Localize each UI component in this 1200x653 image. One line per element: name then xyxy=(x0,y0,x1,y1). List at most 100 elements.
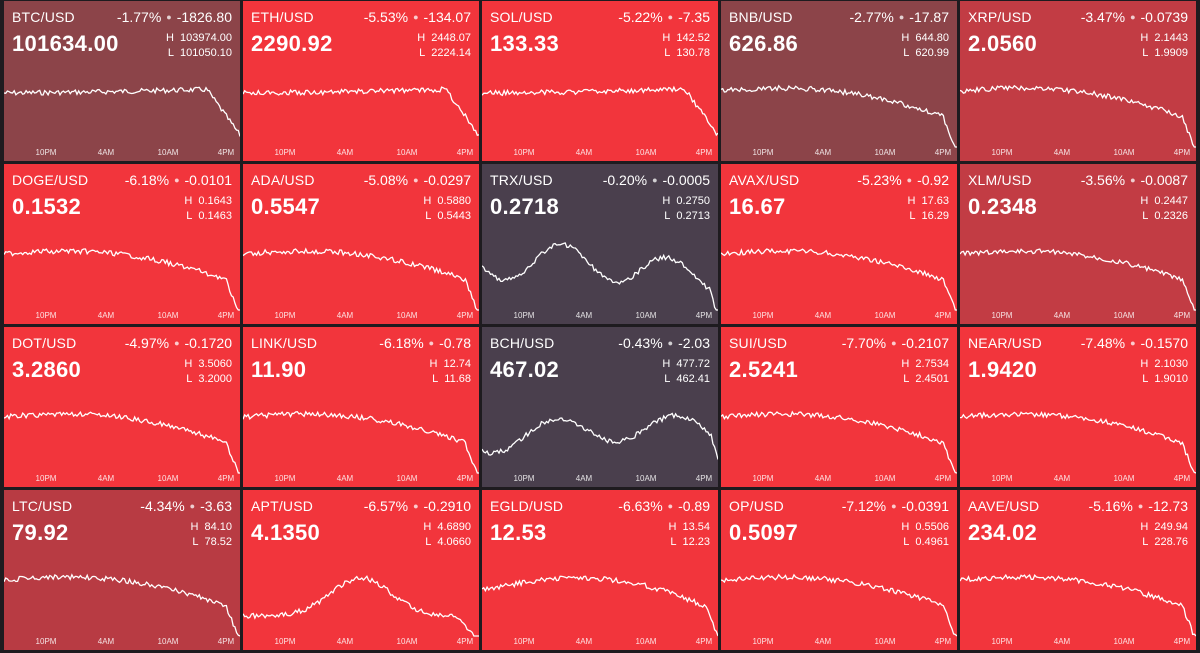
high-low-box: H 644.80 L 620.99 xyxy=(901,31,949,61)
sparkline xyxy=(721,247,957,311)
ticker-change: -5.08% ● -0.0297 xyxy=(364,172,471,188)
sparkline xyxy=(960,573,1196,637)
absolute-change: -0.0297 xyxy=(423,172,471,188)
separator-dot-icon: ● xyxy=(667,338,674,348)
ticker-change: -0.43% ● -2.03 xyxy=(618,335,710,351)
percent-change: -5.16% xyxy=(1088,498,1133,514)
time-label: 4AM xyxy=(1053,311,1071,320)
high-low-box: H 477.72 L 462.41 xyxy=(662,357,710,387)
absolute-change: -0.0087 xyxy=(1140,172,1188,188)
high-value-row: H 477.72 xyxy=(662,357,710,372)
high-value: 4.6890 xyxy=(437,521,471,533)
ticker-tile-bnb[interactable]: BNB/USD -2.77% ● -17.87 626.86 H 644.80 L 62… xyxy=(721,1,957,161)
last-price: 4.1350 xyxy=(251,520,321,545)
sparkline-path xyxy=(243,86,479,136)
ticker-tile-link[interactable]: LINK/USD -6.18% ● -0.78 11.90 H 12.74 L 11.6… xyxy=(243,327,479,487)
high-value-row: H 4.6890 xyxy=(423,520,471,535)
percent-change: -5.23% xyxy=(857,172,902,188)
low-value-row: L 0.2326 xyxy=(1140,209,1188,224)
ticker-tile-sol[interactable]: SOL/USD -5.22% ● -7.35 133.33 H 142.52 L 130… xyxy=(482,1,718,161)
time-axis: 10PM 4AM 10AM 4PM xyxy=(4,637,240,647)
separator-dot-icon: ● xyxy=(413,175,419,185)
high-value: 2.1443 xyxy=(1154,32,1188,44)
low-label: L xyxy=(419,47,426,59)
ticker-change: -5.23% ● -0.92 xyxy=(857,172,949,188)
sparkline xyxy=(4,248,240,311)
high-low-box: H 2.1443 L 1.9909 xyxy=(1140,31,1188,61)
high-label: H xyxy=(429,358,438,370)
high-value-row: H 142.52 xyxy=(662,31,710,46)
ticker-tile-ltc[interactable]: LTC/USD -4.34% ● -3.63 79.92 H 84.10 L 78.52… xyxy=(4,490,240,650)
time-label: 10PM xyxy=(513,474,535,483)
time-label: 4AM xyxy=(1053,637,1071,646)
low-label: L xyxy=(664,373,671,385)
high-low-box: H 84.10 L 78.52 xyxy=(191,520,232,550)
percent-change: -5.22% xyxy=(618,9,663,25)
ticker-tile-doge[interactable]: DOGE/USD -6.18% ● -0.0101 0.1532 H 0.1643 L… xyxy=(4,164,240,324)
last-price: 0.1532 xyxy=(12,194,82,219)
low-value-row: L 1.9010 xyxy=(1140,372,1188,387)
separator-dot-icon: ● xyxy=(413,12,419,22)
ticker-tile-eth[interactable]: ETH/USD -5.53% ● -134.07 2290.92 H 2448.07 … xyxy=(243,1,479,161)
time-label: 4AM xyxy=(575,148,593,157)
ticker-tile-bch[interactable]: BCH/USD -0.43% ● -2.03 467.02 H 477.72 L 462… xyxy=(482,327,718,487)
low-value-row: L 16.29 xyxy=(908,209,949,224)
last-price: 2.5241 xyxy=(729,357,799,382)
percent-change: -2.77% xyxy=(849,9,894,25)
absolute-change: -0.0005 xyxy=(662,172,710,188)
low-value-row: L 1.9909 xyxy=(1140,46,1188,61)
low-value-row: L 0.5443 xyxy=(423,209,471,224)
ticker-symbol: LINK/USD xyxy=(251,335,318,351)
low-label: L xyxy=(909,210,916,222)
high-label: H xyxy=(1140,195,1149,207)
low-value: 0.2713 xyxy=(676,210,710,222)
high-low-box: H 249.94 L 228.76 xyxy=(1140,520,1188,550)
ticker-tile-btc[interactable]: BTC/USD -1.77% ● -1826.80 101634.00 H 10397… xyxy=(4,1,240,161)
time-axis: 10PM 4AM 10AM 4PM xyxy=(721,311,957,321)
time-label: 10AM xyxy=(874,637,896,646)
low-label: L xyxy=(167,47,174,59)
time-label: 4PM xyxy=(456,474,474,483)
high-value: 644.80 xyxy=(915,32,949,44)
time-axis: 10PM 4AM 10AM 4PM xyxy=(482,311,718,321)
high-value-row: H 644.80 xyxy=(901,31,949,46)
low-value-row: L 0.2713 xyxy=(662,209,710,224)
ticker-tile-egld[interactable]: EGLD/USD -6.63% ● -0.89 12.53 H 13.54 L 12.2… xyxy=(482,490,718,650)
sparkline-path xyxy=(960,84,1196,148)
ticker-tile-avax[interactable]: AVAX/USD -5.23% ● -0.92 16.67 H 17.63 L 16.2… xyxy=(721,164,957,324)
time-axis: 10PM 4AM 10AM 4PM xyxy=(243,311,479,321)
time-label: 4AM xyxy=(575,311,593,320)
time-label: 10AM xyxy=(1113,474,1135,483)
high-value-row: H 2448.07 xyxy=(417,31,471,46)
time-axis: 10PM 4AM 10AM 4PM xyxy=(482,148,718,158)
high-value-row: H 2.1443 xyxy=(1140,31,1188,46)
sparkline-path xyxy=(960,248,1196,311)
high-value: 13.54 xyxy=(682,521,710,533)
ticker-change: -2.77% ● -17.87 xyxy=(850,9,950,25)
low-value-row: L 130.78 xyxy=(662,46,710,61)
percent-change: -5.53% xyxy=(363,9,409,25)
low-label: L xyxy=(903,536,910,548)
low-value-row: L 620.99 xyxy=(901,46,949,61)
percent-change: -4.97% xyxy=(124,335,170,351)
high-low-box: H 4.6890 L 4.0660 xyxy=(423,520,471,550)
high-label: H xyxy=(166,32,174,44)
absolute-change: -0.2910 xyxy=(423,498,471,514)
low-value-row: L 11.68 xyxy=(430,372,471,387)
sparkline xyxy=(960,84,1196,148)
time-label: 10AM xyxy=(157,148,179,157)
high-label: H xyxy=(662,32,671,44)
high-value: 2.1030 xyxy=(1154,358,1188,370)
time-axis: 10PM 4AM 10AM 4PM xyxy=(4,311,240,321)
low-value-row: L 462.41 xyxy=(662,372,710,387)
ticker-tile-near[interactable]: NEAR/USD -7.48% ● -0.1570 1.9420 H 2.1030 L… xyxy=(960,327,1196,487)
ticker-tile-op[interactable]: OP/USD -7.12% ● -0.0391 0.5097 H 0.5506 L 0.… xyxy=(721,490,957,650)
